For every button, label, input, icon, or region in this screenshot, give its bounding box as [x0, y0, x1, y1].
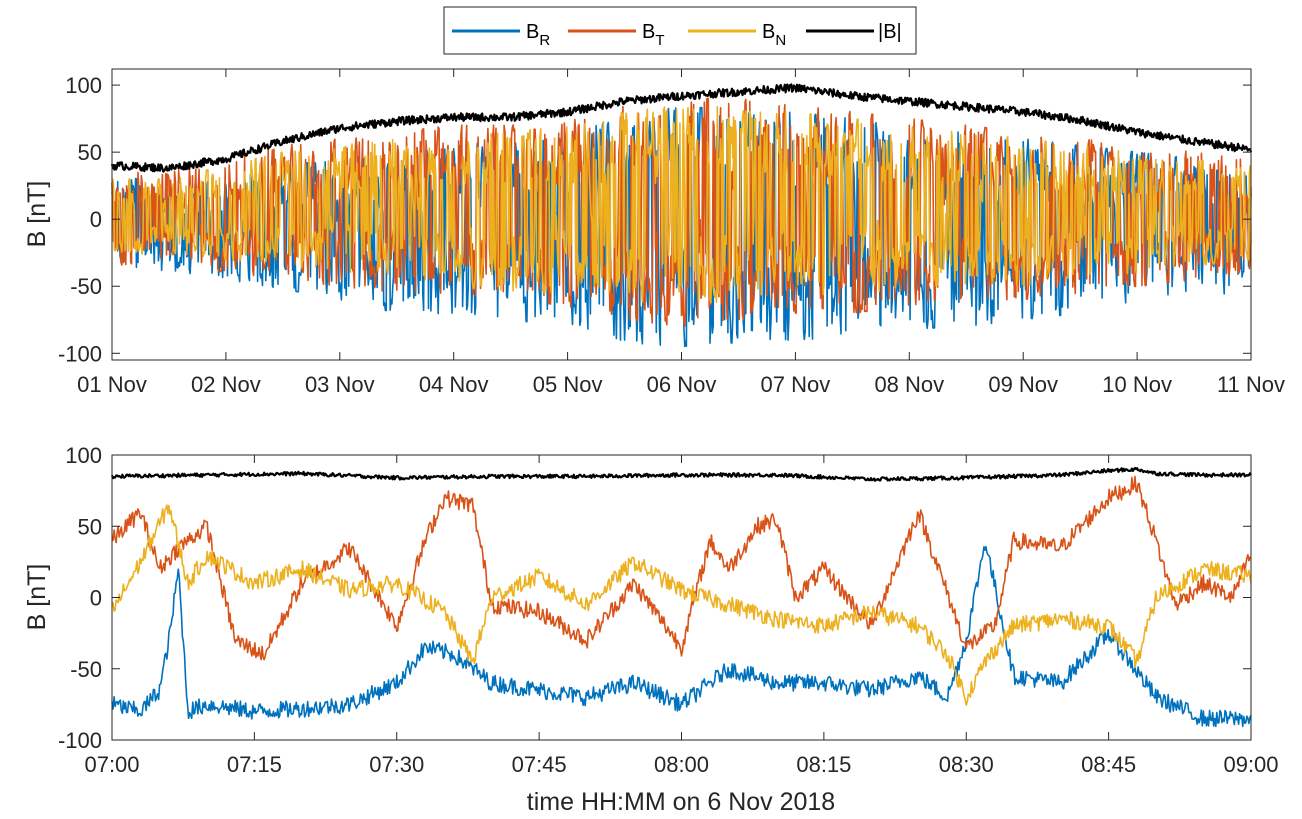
y-tick-label: -100 [58, 728, 102, 753]
x-tick-label: 07 Nov [761, 372, 831, 397]
x-tick-label: 06 Nov [647, 372, 717, 397]
x-tick-label: 03 Nov [305, 372, 375, 397]
legend-label-bt: BT [642, 21, 665, 49]
x-tick-label: 08:00 [654, 752, 709, 777]
x-tick-label: 07:15 [227, 752, 282, 777]
series-bottom-bn [111, 504, 1252, 706]
x-tick-label: 08:15 [796, 752, 851, 777]
panel-bottom: -100 -50 0 50 100 07:00 07:15 07:30 07:45 08:00 08… [23, 443, 1279, 777]
series-top-bn [111, 106, 1252, 304]
y-tick-label: -100 [58, 341, 102, 366]
x-tick-label: 07:45 [512, 752, 567, 777]
y-tick-label: 100 [65, 73, 102, 98]
series-bottom-b [110, 466, 1252, 482]
x-tick-label: 10 Nov [1102, 372, 1172, 397]
y-tick-label: -50 [70, 274, 102, 299]
series-top-b [110, 83, 1253, 173]
plot-frame-bottom [111, 454, 1252, 741]
x-tick-label: 07:00 [84, 752, 139, 777]
y-axis-label-top: B [nT] [23, 181, 51, 248]
series-bottom-bt [111, 475, 1252, 661]
y-axis-label-bottom: B [nT] [23, 564, 51, 631]
x-tick-label: 02 Nov [191, 372, 261, 397]
x-tick-label: 08 Nov [874, 372, 944, 397]
x-tick-label: 09:00 [1223, 752, 1278, 777]
x-axis-label: time HH:MM on 6 Nov 2018 [527, 788, 835, 816]
panel-top: -100 -50 0 50 100 01 Nov 02 Nov 03 Nov 04 Nov 05 … [23, 68, 1285, 397]
y-tick-label: 50 [78, 140, 102, 165]
legend: BR BT BN |B| [443, 6, 917, 55]
legend-label-bmag: |B| [878, 21, 902, 43]
y-tick-label: -50 [70, 657, 102, 682]
y-tick-label: 100 [65, 443, 102, 468]
y-tick-label: 0 [90, 207, 102, 232]
x-tick-label: 04 Nov [419, 372, 489, 397]
x-tick-label: 08:45 [1081, 752, 1136, 777]
series-bottom-br [111, 545, 1252, 728]
x-tick-label: 09 Nov [988, 372, 1058, 397]
x-tick-label: 07:30 [369, 752, 424, 777]
legend-label-bn: BN [762, 21, 786, 49]
x-tick-label: 11 Nov [1217, 372, 1285, 397]
x-tick-label: 08:30 [939, 752, 994, 777]
legend-label-br: BR [526, 21, 550, 49]
y-tick-label: 0 [90, 586, 102, 611]
y-tick-label: 50 [78, 514, 102, 539]
x-tick-label: 05 Nov [533, 372, 603, 397]
x-tick-label: 01 Nov [77, 372, 147, 397]
